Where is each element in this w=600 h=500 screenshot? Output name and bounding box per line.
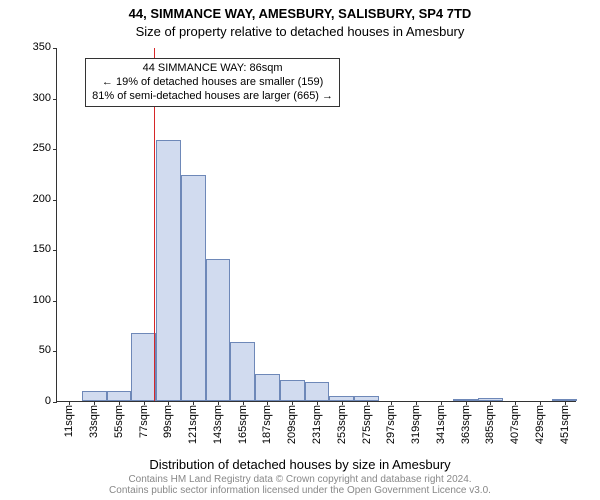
attribution-line1: Contains HM Land Registry data © Crown c…: [128, 474, 471, 485]
xtick-label: 363sqm: [460, 401, 472, 444]
xtick-label: 55sqm: [113, 401, 125, 438]
xtick-label: 11sqm: [63, 401, 75, 437]
xtick-label: 77sqm: [138, 401, 150, 438]
histogram-bar: [107, 391, 132, 401]
ytick-label: 250: [33, 142, 57, 154]
attribution-line2: Contains public sector information licen…: [109, 485, 491, 496]
x-axis-label: Distribution of detached houses by size …: [0, 457, 600, 472]
info-box-line: 44 SIMMANCE WAY: 86sqm: [92, 62, 333, 76]
histogram-bar: [255, 374, 280, 401]
xtick-label: 385sqm: [484, 401, 496, 444]
ytick-label: 350: [33, 41, 57, 53]
histogram-bar: [131, 333, 156, 401]
histogram-bar: [82, 391, 107, 401]
xtick-label: 187sqm: [261, 401, 273, 444]
xtick-label: 165sqm: [237, 401, 249, 444]
xtick-label: 319sqm: [410, 401, 422, 444]
xtick-label: 33sqm: [88, 401, 100, 438]
histogram-bar: [156, 140, 181, 401]
xtick-label: 253sqm: [336, 401, 348, 444]
xtick-label: 429sqm: [534, 401, 546, 444]
ytick-label: 300: [33, 92, 57, 104]
ytick-label: 50: [39, 344, 57, 356]
histogram-bar: [206, 259, 231, 401]
xtick-label: 341sqm: [435, 401, 447, 444]
ytick-label: 100: [33, 294, 57, 306]
attribution-text: Contains HM Land Registry data © Crown c…: [0, 474, 600, 496]
xtick-label: 275sqm: [361, 401, 373, 444]
ytick-label: 200: [33, 193, 57, 205]
chart-title-line1: 44, SIMMANCE WAY, AMESBURY, SALISBURY, S…: [0, 6, 600, 21]
xtick-label: 451sqm: [559, 401, 571, 444]
xtick-label: 407sqm: [509, 401, 521, 444]
xtick-label: 143sqm: [212, 401, 224, 444]
chart-title-line2: Size of property relative to detached ho…: [0, 24, 600, 39]
xtick-label: 231sqm: [311, 401, 323, 444]
info-box-line: ← 19% of detached houses are smaller (15…: [92, 76, 333, 90]
info-box-line: 81% of semi-detached houses are larger (…: [92, 90, 333, 104]
histogram-bar: [305, 382, 330, 401]
info-box: 44 SIMMANCE WAY: 86sqm← 19% of detached …: [85, 58, 340, 107]
histogram-bar: [280, 380, 305, 401]
histogram-bar: [230, 342, 255, 401]
xtick-label: 209sqm: [286, 401, 298, 444]
histogram-bar: [181, 175, 206, 401]
ytick-label: 150: [33, 243, 57, 255]
xtick-label: 99sqm: [162, 401, 174, 438]
chart-plot-area: 05010015020025030035011sqm33sqm55sqm77sq…: [56, 48, 576, 402]
xtick-label: 121sqm: [187, 401, 199, 444]
ytick-label: 0: [45, 395, 57, 407]
xtick-label: 297sqm: [385, 401, 397, 444]
